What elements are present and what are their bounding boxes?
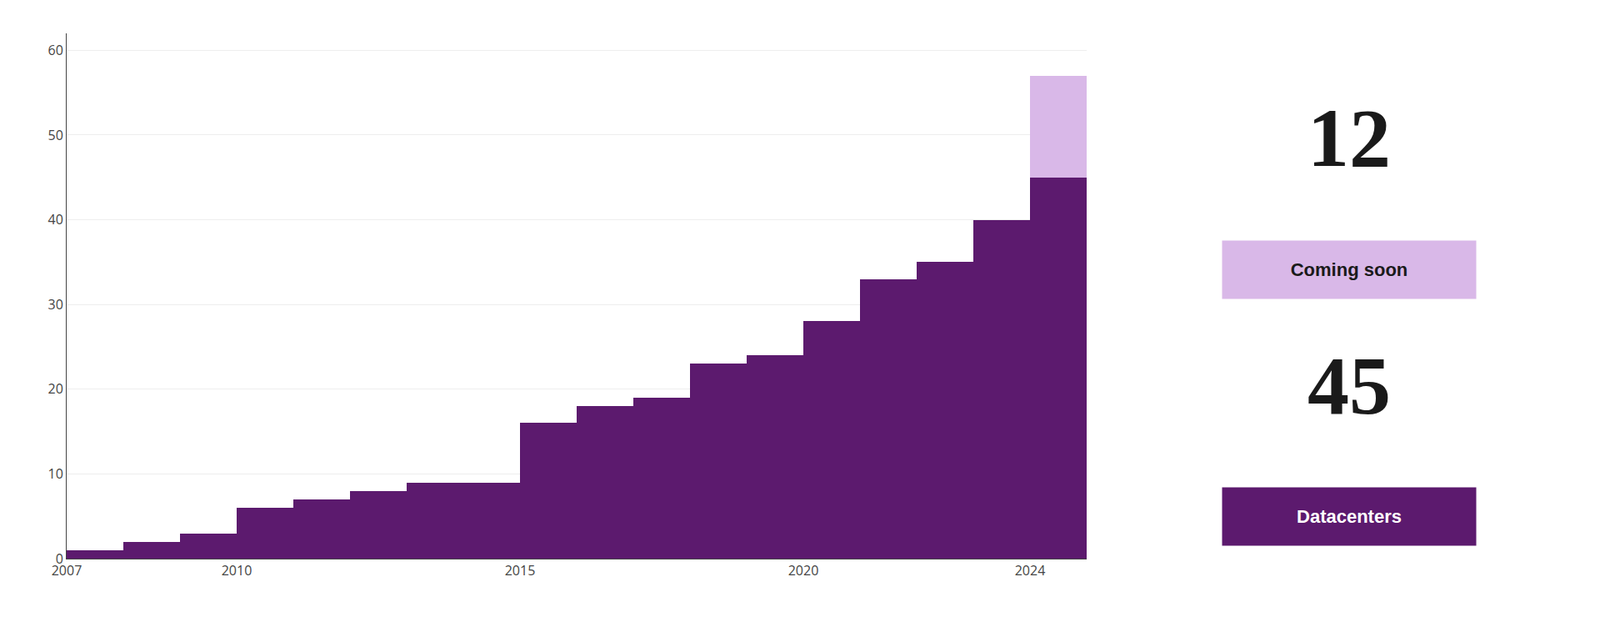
svg-text:Datacenters: Datacenters — [1296, 505, 1402, 527]
svg-text:45: 45 — [1307, 339, 1391, 432]
svg-text:50: 50 — [48, 125, 64, 145]
svg-text:2007: 2007 — [51, 560, 83, 580]
svg-text:Coming soon: Coming soon — [1290, 259, 1409, 280]
svg-text:2015: 2015 — [505, 560, 536, 580]
svg-text:12: 12 — [1307, 91, 1391, 185]
svg-text:10: 10 — [48, 464, 64, 483]
svg-text:40: 40 — [48, 210, 64, 229]
svg-text:0: 0 — [55, 549, 64, 568]
svg-text:2010: 2010 — [221, 560, 253, 580]
svg-text:2020: 2020 — [788, 560, 820, 580]
svg-text:2024: 2024 — [1015, 560, 1046, 580]
svg-text:30: 30 — [48, 295, 64, 314]
svg-text:60: 60 — [48, 40, 64, 60]
svg-text:20: 20 — [48, 379, 64, 398]
